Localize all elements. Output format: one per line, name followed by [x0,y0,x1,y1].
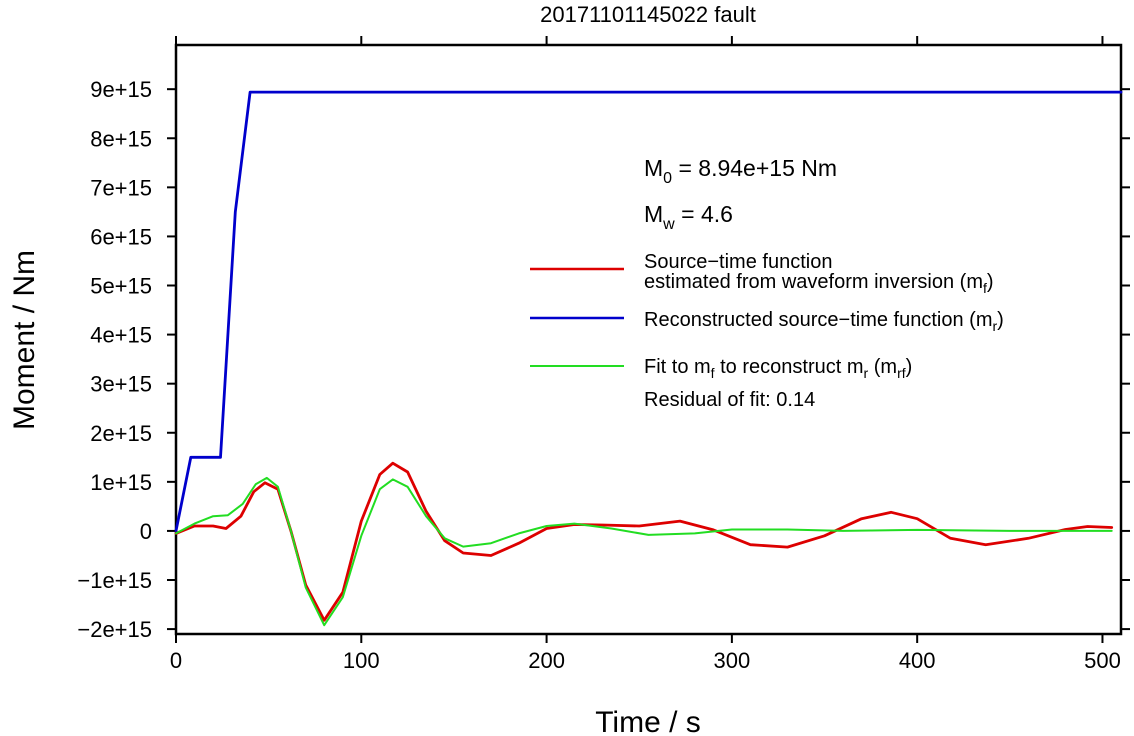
right-axis-ticks [1121,88,1130,631]
x-tick-label: 0 [170,648,182,673]
m0-annotation: M0 = 8.94e+15 Nm [644,155,837,187]
y-tick-label: 1e+15 [90,470,152,495]
y-tick-label: −2e+15 [77,617,152,642]
y-tick-label: 9e+15 [90,77,152,102]
series-line-2 [175,476,1113,627]
y-tick-label: 4e+15 [90,323,152,348]
x-tick-label: 300 [714,648,751,673]
x-tick-label: 100 [343,648,380,673]
legend-red-line1: Source−time function [644,251,832,273]
x-tick-label: 200 [528,648,565,673]
x-axis: 0 100 200 300 400 500 [170,634,1121,673]
legend-blue-text: Reconstructed source−time function (mr) [644,309,1004,334]
y-tick-label: 3e+15 [90,372,152,397]
top-axis-ticks [175,36,1104,45]
y-tick-label: 8e+15 [90,126,152,151]
series-line-1 [174,90,1123,533]
series-line-0 [174,461,1114,622]
y-axis: −2e+15 −1e+15 0 1e+15 2e+15 3e+15 4e+15 5e+15 6e… [77,77,176,642]
y-tick-label: 0 [140,519,152,544]
legend: Source−time function estimated from wave… [530,251,1004,411]
legend-red-line2: estimated from waveform inversion (mf) [644,271,994,296]
y-tick-label: 2e+15 [90,421,152,446]
plot-frame [174,43,1123,636]
y-tick-label: 7e+15 [90,175,152,200]
x-tick-label: 500 [1084,648,1121,673]
mw-annotation: Mw = 4.6 [644,201,733,233]
series-group [174,90,1123,627]
residual-text: Residual of fit: 0.14 [644,389,815,411]
legend-green-text: Fit to mf to reconstruct mr (mrf) [644,356,912,381]
x-axis-title: Time / s [595,706,701,736]
y-tick-label: −1e+15 [77,568,152,593]
x-tick-label: 400 [899,648,936,673]
y-axis-title: Moment / Nm [8,250,41,430]
y-tick-label: 5e+15 [90,274,152,299]
chart-title: 20171101145022 fault [540,2,756,27]
y-tick-label: 6e+15 [90,224,152,249]
